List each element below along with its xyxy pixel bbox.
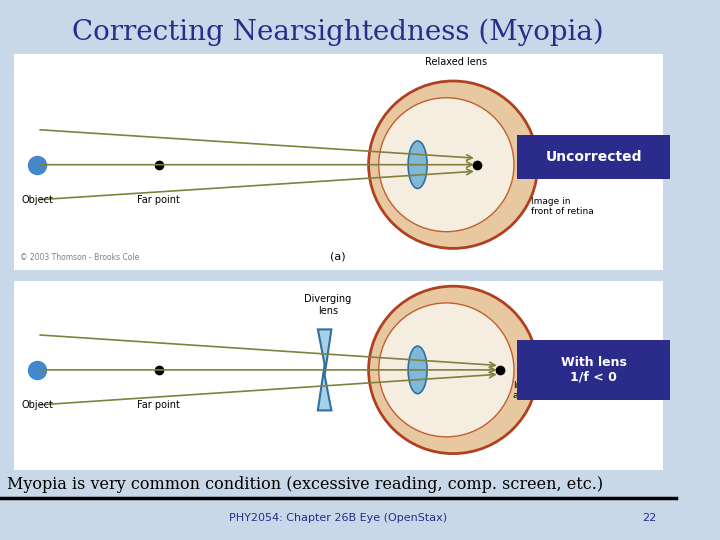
Ellipse shape xyxy=(379,98,514,232)
FancyBboxPatch shape xyxy=(14,54,663,270)
Text: Object: Object xyxy=(22,195,53,206)
Polygon shape xyxy=(318,329,331,410)
FancyBboxPatch shape xyxy=(518,340,670,400)
Text: Object: Object xyxy=(22,400,53,410)
Text: Myopia is very common condition (excessive reading, comp. screen, etc.): Myopia is very common condition (excessi… xyxy=(6,476,603,493)
Ellipse shape xyxy=(408,346,427,394)
Text: Correcting Nearsightedness (Myopia): Correcting Nearsightedness (Myopia) xyxy=(72,19,604,46)
Text: Far point: Far point xyxy=(138,195,181,206)
Text: Far point: Far point xyxy=(138,400,181,410)
Text: Relaxed lens: Relaxed lens xyxy=(426,57,487,67)
Text: (a): (a) xyxy=(330,252,346,262)
Ellipse shape xyxy=(369,286,538,454)
Text: 22: 22 xyxy=(642,514,656,523)
Text: PHY2054: Chapter 26B Eye (OpenStax): PHY2054: Chapter 26B Eye (OpenStax) xyxy=(229,514,447,523)
Text: Image in
front of retina: Image in front of retina xyxy=(531,197,594,217)
Text: Uncorrected: Uncorrected xyxy=(546,150,642,164)
Text: With lens
1/f < 0: With lens 1/f < 0 xyxy=(561,356,626,384)
Text: © 2003 Thomson - Brooks Cole: © 2003 Thomson - Brooks Cole xyxy=(20,253,140,262)
Ellipse shape xyxy=(408,141,427,188)
Ellipse shape xyxy=(379,303,514,437)
FancyBboxPatch shape xyxy=(518,135,670,179)
Ellipse shape xyxy=(369,81,538,248)
Text: Diverging
lens: Diverging lens xyxy=(305,294,351,316)
FancyBboxPatch shape xyxy=(14,281,663,470)
Text: Image
at retina: Image at retina xyxy=(513,381,552,400)
